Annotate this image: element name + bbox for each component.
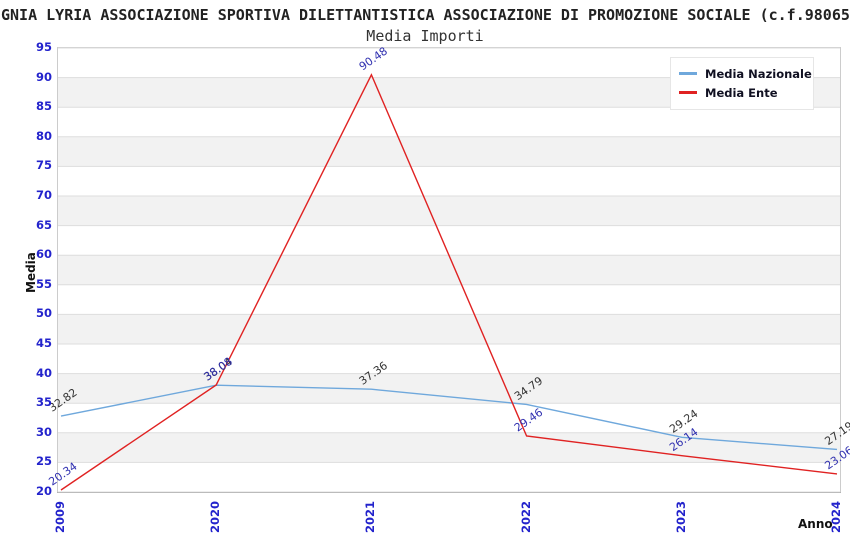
y-tick-label: 45 bbox=[35, 336, 52, 350]
series-line-media-nazionale bbox=[60, 384, 838, 451]
y-tick-label: 50 bbox=[35, 306, 52, 321]
y-tick-label: 95 bbox=[35, 40, 52, 54]
data-label: 27.19 bbox=[822, 419, 850, 448]
data-label: 29.46 bbox=[512, 406, 545, 435]
y-tick-label: 75 bbox=[35, 158, 52, 173]
y-tick-label: 40 bbox=[35, 365, 52, 380]
x-axis-title: Anno bbox=[798, 517, 833, 531]
y-tick-label: 85 bbox=[35, 99, 52, 114]
legend: Media Nazionale Media Ente bbox=[670, 57, 814, 110]
y-tick-label: 90 bbox=[35, 69, 52, 84]
data-label: 34.79 bbox=[512, 374, 545, 403]
y-tick-label: 70 bbox=[35, 188, 52, 202]
legend-item-media-nazionale: Media Nazionale bbox=[679, 64, 812, 83]
y-tick-label: 55 bbox=[35, 276, 52, 291]
legend-line-swatch-ente bbox=[679, 91, 697, 94]
y-tick-label: 65 bbox=[35, 217, 52, 232]
x-tick-label: 2022 bbox=[518, 500, 533, 533]
x-tick-label: 2020 bbox=[208, 500, 223, 533]
chart-title: GNIA LYRIA ASSOCIAZIONE SPORTIVA DILETTA… bbox=[1, 6, 850, 24]
legend-line-swatch-nazionale bbox=[679, 72, 697, 75]
x-tick-label: 2009 bbox=[53, 500, 67, 533]
y-tick-label: 60 bbox=[35, 247, 52, 262]
data-label: 90.48 bbox=[357, 45, 390, 74]
legend-item-media-ente: Media Ente bbox=[679, 83, 805, 102]
y-axis-title: Media bbox=[24, 252, 38, 293]
x-tick-label: 2023 bbox=[673, 500, 688, 533]
legend-label: Media Nazionale bbox=[705, 66, 812, 81]
chart-subtitle: Media Importi bbox=[366, 27, 484, 45]
legend-label: Media Ente bbox=[705, 85, 778, 100]
y-tick-label: 80 bbox=[35, 128, 52, 143]
y-tick-label: 30 bbox=[35, 424, 52, 439]
x-tick-label: 2021 bbox=[363, 500, 378, 533]
y-tick-label: 35 bbox=[35, 395, 52, 410]
y-tick-label: 20 bbox=[35, 484, 52, 498]
y-tick-label: 25 bbox=[35, 454, 52, 469]
series-line-media-ente bbox=[60, 73, 838, 491]
plot-area: 32.82 38.04 37.36 34.79 29.24 27.19 20.34 38.08… bbox=[46, 45, 850, 493]
